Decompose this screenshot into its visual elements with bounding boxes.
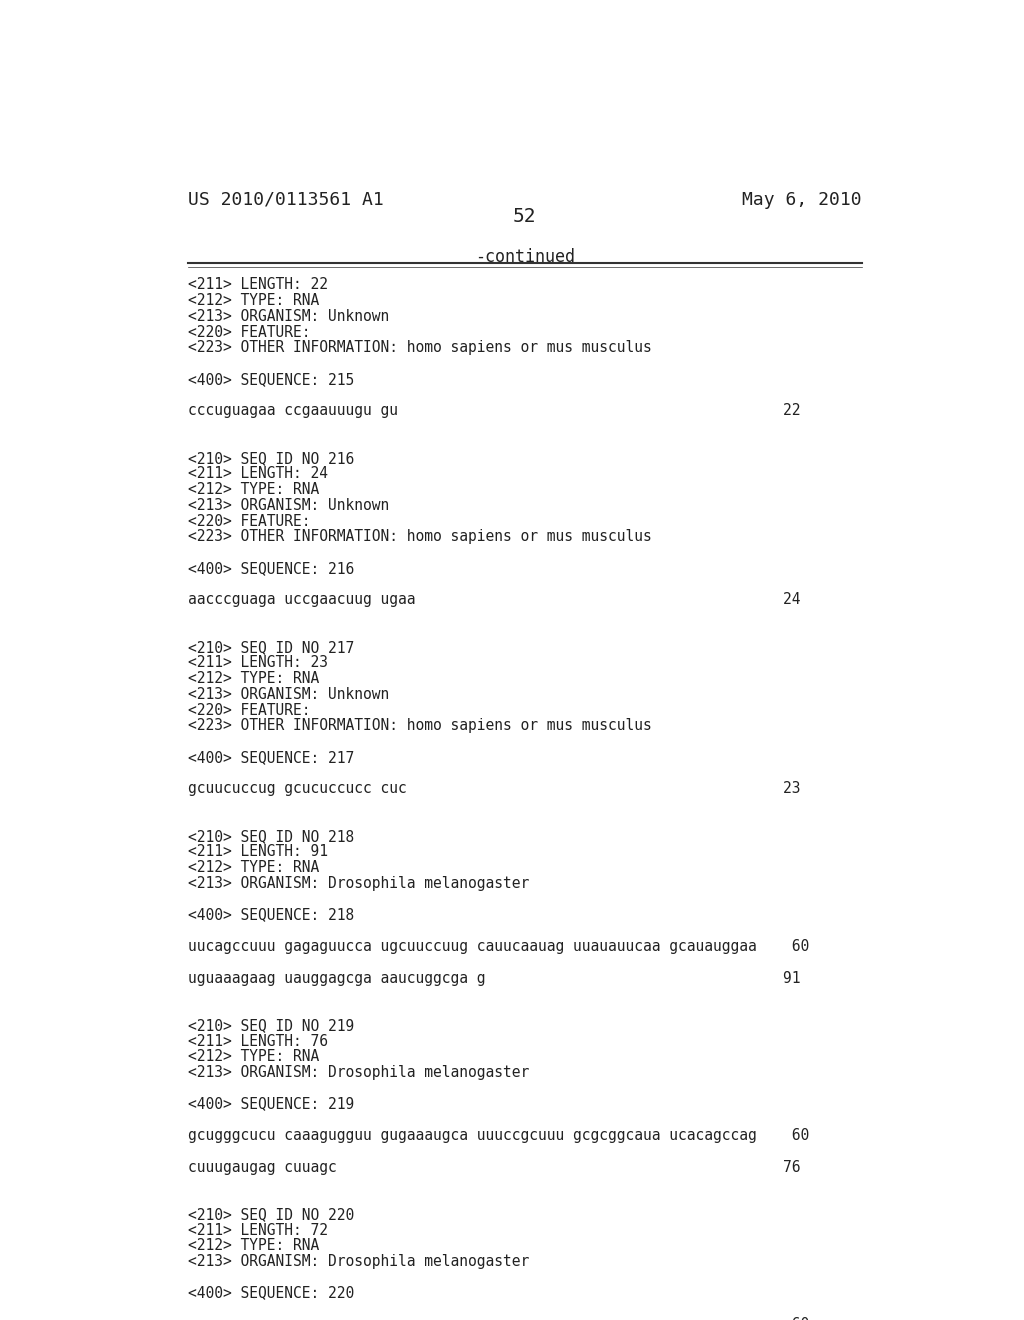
- Text: <210> SEQ ID NO 220: <210> SEQ ID NO 220: [187, 1206, 353, 1222]
- Text: <212> TYPE: RNA: <212> TYPE: RNA: [187, 293, 318, 308]
- Text: <211> LENGTH: 23: <211> LENGTH: 23: [187, 656, 328, 671]
- Text: <210> SEQ ID NO 217: <210> SEQ ID NO 217: [187, 640, 353, 655]
- Text: <212> TYPE: RNA: <212> TYPE: RNA: [187, 1238, 318, 1253]
- Text: <212> TYPE: RNA: <212> TYPE: RNA: [187, 671, 318, 686]
- Text: <210> SEQ ID NO 216: <210> SEQ ID NO 216: [187, 450, 353, 466]
- Text: aacccguaga uccgaacuug ugaa                                          24: aacccguaga uccgaacuug ugaa 24: [187, 593, 800, 607]
- Text: <211> LENGTH: 22: <211> LENGTH: 22: [187, 277, 328, 292]
- Text: <223> OTHER INFORMATION: homo sapiens or mus musculus: <223> OTHER INFORMATION: homo sapiens or…: [187, 529, 651, 544]
- Text: <223> OTHER INFORMATION: homo sapiens or mus musculus: <223> OTHER INFORMATION: homo sapiens or…: [187, 718, 651, 734]
- Text: May 6, 2010: May 6, 2010: [742, 191, 862, 209]
- Text: gcugggcucu caaagugguu gugaaaugca uuuccgcuuu gcgcggcaua ucacagccag    60: gcugggcucu caaagugguu gugaaaugca uuuccgc…: [187, 1129, 809, 1143]
- Text: <213> ORGANISM: Unknown: <213> ORGANISM: Unknown: [187, 686, 389, 702]
- Text: <400> SEQUENCE: 215: <400> SEQUENCE: 215: [187, 372, 353, 387]
- Text: <210> SEQ ID NO 219: <210> SEQ ID NO 219: [187, 1018, 353, 1032]
- Text: cuuugaugag cuuagc                                                   76: cuuugaugag cuuagc 76: [187, 1159, 800, 1175]
- Text: <213> ORGANISM: Unknown: <213> ORGANISM: Unknown: [187, 309, 389, 323]
- Text: <210> SEQ ID NO 218: <210> SEQ ID NO 218: [187, 829, 353, 843]
- Text: <211> LENGTH: 72: <211> LENGTH: 72: [187, 1222, 328, 1238]
- Text: <213> ORGANISM: Drosophila melanogaster: <213> ORGANISM: Drosophila melanogaster: [187, 876, 528, 891]
- Text: <211> LENGTH: 76: <211> LENGTH: 76: [187, 1034, 328, 1048]
- Text: <212> TYPE: RNA: <212> TYPE: RNA: [187, 861, 318, 875]
- Text: uucagccuuu gagaguucca ugcuuccuug cauucaauag uuauauucaa gcauauggaa    60: uucagccuuu gagaguucca ugcuuccuug cauucaa…: [187, 939, 809, 954]
- Text: uguaaagaag uauggagcga aaucuggcga g                                  91: uguaaagaag uauggagcga aaucuggcga g 91: [187, 970, 800, 986]
- Text: <212> TYPE: RNA: <212> TYPE: RNA: [187, 482, 318, 498]
- Text: <400> SEQUENCE: 217: <400> SEQUENCE: 217: [187, 750, 353, 766]
- Text: cccuguagaa ccgaauuugu gu                                            22: cccuguagaa ccgaauuugu gu 22: [187, 404, 800, 418]
- Text: <211> LENGTH: 24: <211> LENGTH: 24: [187, 466, 328, 482]
- Text: -continued: -continued: [475, 248, 574, 265]
- Text: <220> FEATURE:: <220> FEATURE:: [187, 702, 310, 718]
- Text: <400> SEQUENCE: 218: <400> SEQUENCE: 218: [187, 907, 353, 923]
- Text: <213> ORGANISM: Drosophila melanogaster: <213> ORGANISM: Drosophila melanogaster: [187, 1065, 528, 1080]
- Text: <211> LENGTH: 91: <211> LENGTH: 91: [187, 845, 328, 859]
- Text: <220> FEATURE:: <220> FEATURE:: [187, 325, 310, 339]
- Text: <400> SEQUENCE: 220: <400> SEQUENCE: 220: [187, 1286, 353, 1300]
- Text: US 2010/0113561 A1: US 2010/0113561 A1: [187, 191, 383, 209]
- Text: aucuaagccu caucaagugg uugugauaug gauacccaac gcauaucaca gccagcuuug    60: aucuaagccu caucaagugg uugugauaug gauaccc…: [187, 1317, 809, 1320]
- Text: gcuucuccug gcucuccucc cuc                                           23: gcuucuccug gcucuccucc cuc 23: [187, 781, 800, 796]
- Text: <213> ORGANISM: Drosophila melanogaster: <213> ORGANISM: Drosophila melanogaster: [187, 1254, 528, 1269]
- Text: <223> OTHER INFORMATION: homo sapiens or mus musculus: <223> OTHER INFORMATION: homo sapiens or…: [187, 341, 651, 355]
- Text: <220> FEATURE:: <220> FEATURE:: [187, 513, 310, 528]
- Text: <400> SEQUENCE: 219: <400> SEQUENCE: 219: [187, 1097, 353, 1111]
- Text: <212> TYPE: RNA: <212> TYPE: RNA: [187, 1049, 318, 1064]
- Text: <400> SEQUENCE: 216: <400> SEQUENCE: 216: [187, 561, 353, 576]
- Text: <213> ORGANISM: Unknown: <213> ORGANISM: Unknown: [187, 498, 389, 513]
- Text: 52: 52: [513, 207, 537, 226]
